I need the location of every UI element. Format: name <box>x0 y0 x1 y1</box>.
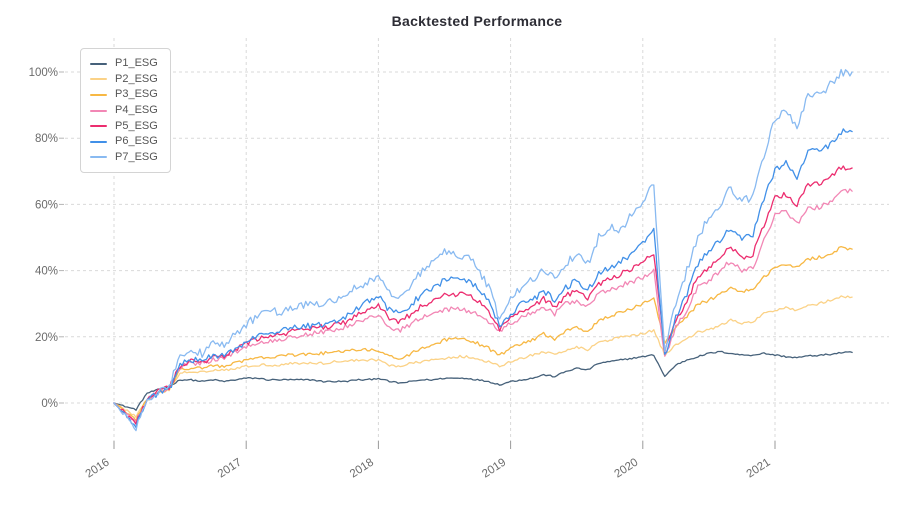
y-tick-label: 100% <box>29 67 58 79</box>
legend: P1_ESG P2_ESG P3_ESG P4_ESG P5_ESG P6_ESG P7_E… <box>80 48 171 174</box>
legend-item-P4_ESG: P4_ESG <box>90 103 158 119</box>
x-tick-label: 2017 <box>216 456 244 480</box>
legend-label: P2_ESG <box>115 72 158 85</box>
legend-label: P5_ESG <box>115 119 158 132</box>
series-line-P7_ESG <box>113 68 853 432</box>
y-tick-label: 20% <box>35 332 58 344</box>
legend-swatch <box>90 109 107 112</box>
y-tick-label: 40% <box>35 266 58 278</box>
legend-swatch <box>90 93 107 96</box>
legend-swatch <box>90 156 107 159</box>
legend-item-P7_ESG: P7_ESG <box>90 150 158 166</box>
legend-swatch <box>90 62 107 65</box>
legend-swatch <box>90 140 107 143</box>
legend-label: P6_ESG <box>115 135 158 148</box>
x-tick-label: 2018 <box>348 456 376 480</box>
x-tick-label: 2020 <box>612 456 640 480</box>
x-tick-label: 2019 <box>480 456 508 480</box>
legend-label: P7_ESG <box>115 150 158 163</box>
legend-swatch <box>90 125 107 128</box>
series-line-P5_ESG <box>113 165 853 425</box>
y-tick-label: 0% <box>41 398 58 410</box>
legend-item-P1_ESG: P1_ESG <box>90 56 158 72</box>
x-tick-label: 2021 <box>745 456 773 480</box>
grid <box>65 38 889 441</box>
y-tick-label: 80% <box>35 133 58 145</box>
legend-label: P1_ESG <box>115 57 158 70</box>
series-line-P1_ESG <box>113 350 853 411</box>
legend-swatch <box>90 78 107 81</box>
x-tick-label: 2016 <box>84 456 112 480</box>
chart-title: Backtested Performance <box>391 13 563 29</box>
legend-item-P6_ESG: P6_ESG <box>90 134 158 150</box>
legend-item-P2_ESG: P2_ESG <box>90 72 158 88</box>
legend-label: P3_ESG <box>115 88 158 101</box>
legend-label: P4_ESG <box>115 104 158 117</box>
y-tick-label: 60% <box>35 199 58 211</box>
series-line-P6_ESG <box>113 128 853 429</box>
legend-item-P3_ESG: P3_ESG <box>90 87 158 103</box>
legend-item-P5_ESG: P5_ESG <box>90 118 158 134</box>
series-line-P4_ESG <box>113 188 853 424</box>
series-lines <box>113 68 853 432</box>
series-line-P2_ESG <box>113 295 853 418</box>
series-line-P3_ESG <box>113 245 853 422</box>
